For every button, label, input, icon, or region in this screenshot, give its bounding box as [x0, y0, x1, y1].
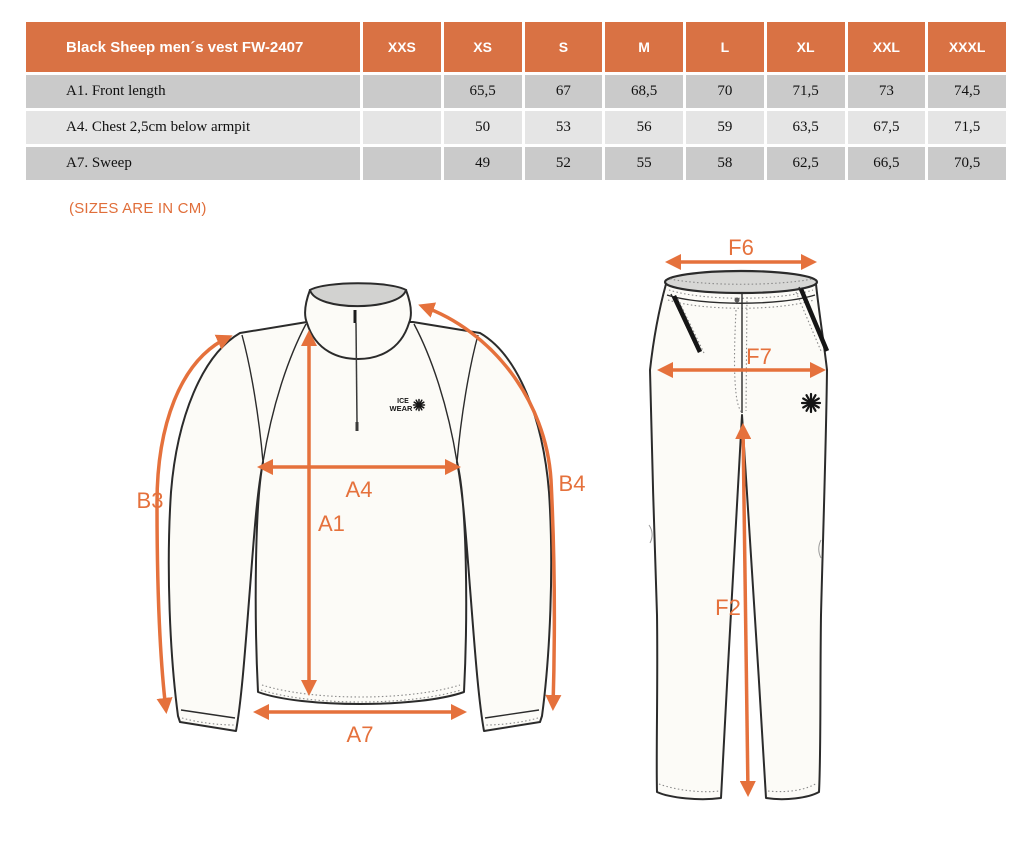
cuff-seam: [484, 709, 540, 719]
collar-inside: [308, 282, 408, 308]
measurement-label-a4: A4: [346, 477, 373, 502]
pocket-trim: [671, 295, 703, 353]
size-value: 58: [686, 147, 764, 180]
size-column-xxxl: XXXL: [928, 22, 1006, 72]
size-value: [363, 147, 441, 180]
fleece-body-outline: [167, 321, 553, 732]
measurement-arrow-b3: [155, 334, 233, 714]
size-value: 74,5: [928, 75, 1006, 108]
size-value: 67,5: [847, 111, 926, 144]
measurement-label-a7: A7: [347, 722, 374, 747]
size-value: 67: [524, 75, 603, 108]
product-title: Black Sheep men´s vest FW-2407: [26, 22, 360, 72]
pocket-trim: [798, 288, 830, 352]
cuff-stitching: [181, 717, 235, 726]
measurement-label: A1. Front length: [26, 75, 360, 108]
size-value: 49: [443, 147, 522, 180]
size-table: Black Sheep men´s vest FW-2407 XXS XS S …: [23, 19, 1009, 183]
size-column-s: S: [524, 22, 603, 72]
measurement-label: A7. Sweep: [26, 147, 360, 180]
size-value: 52: [524, 147, 603, 180]
waist-button: [734, 297, 740, 303]
fly-stitching: [745, 296, 748, 412]
pants-diagram: F6 F7 F2: [648, 235, 830, 801]
size-value: 70: [686, 75, 764, 108]
pocket-stitching: [795, 291, 822, 352]
size-table-header-row: Black Sheep men´s vest FW-2407 XXS XS S …: [26, 22, 1006, 72]
size-value: [363, 75, 441, 108]
table-row-chest: A4. Chest 2,5cm below armpit 50 53 56 59…: [26, 111, 1006, 144]
measurement-label-f6: F6: [728, 235, 754, 260]
size-value: 63,5: [766, 111, 845, 144]
size-value: 71,5: [766, 75, 845, 108]
size-value: 59: [686, 111, 764, 144]
wrinkle-line: [648, 524, 653, 544]
size-value: 55: [605, 147, 683, 180]
table-row-front-length: A1. Front length 65,5 67 68,5 70 71,5 73…: [26, 75, 1006, 108]
size-column-xl: XL: [766, 22, 845, 72]
measurement-label-b4: B4: [559, 471, 586, 496]
size-value: 66,5: [847, 147, 926, 180]
size-value: 70,5: [928, 147, 1006, 180]
snowflake-icon: [800, 392, 822, 414]
size-column-xxs: XXS: [363, 22, 441, 72]
icewear-logo-text-top: ICE: [397, 398, 409, 405]
size-value: 62,5: [766, 147, 845, 180]
hem-stitching: [261, 684, 461, 698]
size-value: 56: [605, 111, 683, 144]
raglan-seam: [262, 323, 307, 463]
size-value: [363, 111, 441, 144]
fly-stitching: [733, 309, 743, 414]
size-value: 50: [443, 111, 522, 144]
size-column-l: L: [686, 22, 764, 72]
pants-body-outline: [649, 283, 828, 801]
measurement-label-a1: A1: [318, 511, 345, 536]
size-value: 65,5: [443, 75, 522, 108]
table-row-sweep: A7. Sweep 49 52 55 58 62,5 66,5 70,5: [26, 147, 1006, 180]
pullover-diagram: ICE WEAR B3 A4 A1 B4 A7: [137, 282, 586, 747]
collar: [304, 289, 412, 360]
size-column-m: M: [605, 22, 683, 72]
waistband-seam: [666, 294, 816, 304]
wrinkle-line: [818, 539, 822, 559]
measurement-label-f2: F2: [715, 595, 741, 620]
waist-opening: [663, 269, 819, 295]
zipper-line: [355, 322, 358, 423]
units-note: (SIZES ARE IN CM): [69, 200, 207, 217]
size-value: 73: [847, 75, 926, 108]
cuff-stitching: [485, 717, 539, 726]
size-value: 71,5: [928, 111, 1006, 144]
size-value: 53: [524, 111, 603, 144]
size-column-xs: XS: [443, 22, 522, 72]
size-value: 68,5: [605, 75, 683, 108]
hem-stitching: [767, 782, 818, 793]
measurement-label-b3: B3: [137, 488, 164, 513]
measurement-arrow-b4: [418, 302, 562, 712]
icewear-logo-text-bottom: WEAR: [390, 404, 413, 413]
raglan-seam: [241, 334, 264, 463]
measurement-label-f7: F7: [746, 344, 772, 369]
measurement-label: A4. Chest 2,5cm below armpit: [26, 111, 360, 144]
size-column-xxl: XXL: [847, 22, 926, 72]
hem-stitching: [658, 783, 720, 793]
waist-stitching: [669, 278, 813, 285]
measurement-arrow-f2: [735, 422, 756, 798]
